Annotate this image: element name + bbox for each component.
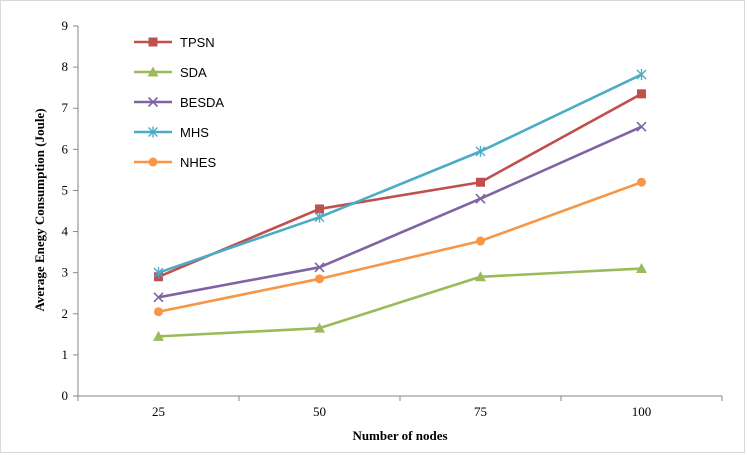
legend-marker-sda [147,66,159,77]
y-tick-label: 1 [62,347,69,362]
data-point-nhes [315,274,324,284]
series-line-besda [158,125,643,299]
series-sda [153,263,647,341]
data-point-sda [153,330,164,341]
y-tick-label: 9 [62,18,69,33]
legend-marker-besda [147,96,159,108]
axes [73,25,723,401]
data-point-mhs [636,69,647,81]
x-tick-label: 100 [632,404,652,419]
data-point-mhs [475,145,486,157]
legend-item-mhs: MHS [134,125,209,140]
y-tick-label: 8 [62,59,69,74]
data-point-tpsn [315,204,324,214]
y-tick-label: 3 [62,265,69,280]
data-point-mhs [153,267,164,279]
y-axis-title: Average Enegy Consumption (Joule) [32,108,47,311]
legend-marker-nhes [148,157,158,167]
series-line-nhes [158,181,642,313]
legend-marker-tpsn [148,37,158,47]
data-point-sda [475,271,486,282]
series-line-mhs [158,73,643,274]
y-tick-label: 6 [62,141,69,156]
y-tick-label: 4 [62,224,69,239]
legend-label-tpsn: TPSN [180,35,215,50]
data-point-nhes [154,307,163,317]
legend-label-mhs: MHS [180,125,209,140]
x-tick-label: 25 [152,404,165,419]
legend-label-sda: SDA [180,65,207,80]
y-tick-labels: 0 1 2 3 4 5 6 7 8 9 [62,18,69,403]
y-tick-label: 7 [62,100,69,115]
data-point-besda [475,193,486,204]
data-point-nhes [476,236,485,246]
y-tick-label: 5 [62,182,69,197]
legend-item-tpsn: TPSN [134,35,215,50]
data-point-besda [314,262,325,273]
data-point-sda [636,263,647,274]
series-group [153,69,647,341]
data-point-mhs [314,211,325,223]
data-point-besda [153,292,164,303]
data-point-sda [314,322,325,333]
y-tick-label: 0 [62,388,69,403]
legend-item-nhes: NHES [134,155,216,170]
series-line-sda [158,267,642,338]
y-tick-label: 2 [62,306,69,321]
legend-item-sda: SDA [134,65,207,80]
series-besda [153,121,647,303]
legend: TPSN SDA BESDA MHS NHES [134,35,224,170]
legend-marker-mhs [148,126,158,138]
data-point-tpsn [476,177,485,187]
data-point-nhes [637,177,646,187]
series-mhs [153,69,647,279]
legend-label-nhes: NHES [180,155,216,170]
data-point-tpsn [637,89,646,99]
series-line-tpsn [157,92,643,278]
legend-label-besda: BESDA [180,95,224,110]
x-tick-label: 75 [474,404,487,419]
data-point-besda [636,121,647,132]
x-tick-labels: 25 50 75 100 [152,404,651,419]
series-nhes [154,177,646,317]
x-axis-title: Number of nodes [352,428,447,443]
legend-item-besda: BESDA [134,95,224,110]
x-tick-label: 50 [313,404,326,419]
